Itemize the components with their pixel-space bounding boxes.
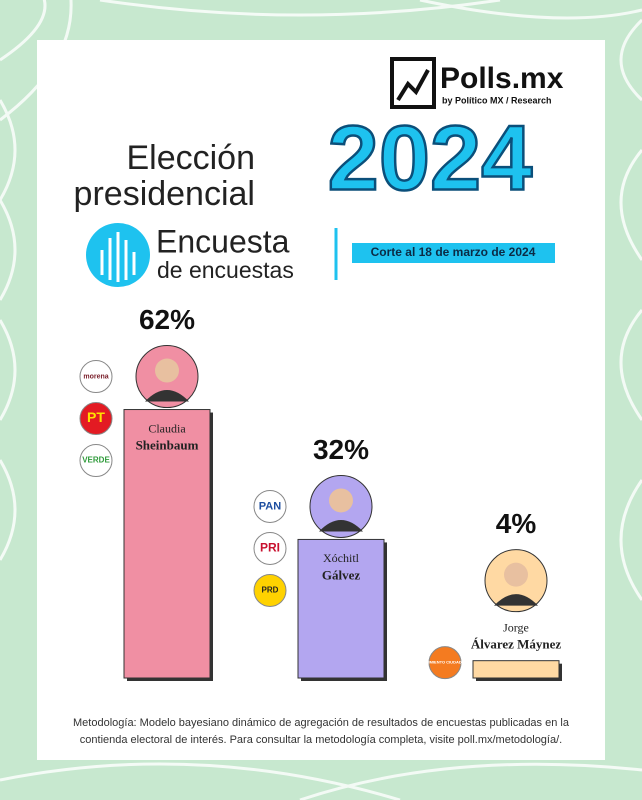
survey-icon (86, 223, 150, 287)
party-logo (428, 646, 462, 680)
photo-head (155, 358, 179, 383)
brand-name: Polls.mx (440, 62, 564, 95)
photo-body (145, 390, 189, 402)
value-label: 4% (496, 508, 537, 539)
brand-icon-line (396, 69, 430, 102)
value-label: 32% (313, 434, 369, 465)
party-name: PRI (260, 541, 280, 555)
brand-icon (390, 57, 436, 109)
title-year: 2024 (328, 107, 533, 209)
value-label: 62% (139, 304, 195, 335)
date-box (352, 243, 555, 263)
brand-logo: Polls.mx by Político MX / Research (390, 57, 564, 109)
party-name: VERDE (82, 456, 110, 465)
photo-head (504, 562, 528, 587)
party-name: PRD (262, 586, 279, 595)
subtitle-line: de encuestas (157, 257, 294, 283)
photo-body (319, 519, 363, 532)
candidate-last-name: Gálvez (322, 567, 360, 582)
subtitle-line: Encuesta (156, 223, 290, 259)
party-logo (253, 573, 287, 607)
title-line: Elección (126, 139, 255, 177)
bar (297, 538, 385, 679)
photo-body (494, 594, 538, 606)
bar (123, 409, 211, 679)
party-logo (79, 360, 113, 394)
party-name: morena (83, 373, 108, 380)
bar (472, 660, 560, 679)
methodology: Metodología: Modelo bayesiano dinámico d… (73, 717, 570, 729)
party-logo (253, 489, 287, 523)
title-line: presidencial (74, 175, 255, 213)
party-logo (253, 531, 287, 565)
date-note: Corte al 18 de marzo de 2024 (371, 245, 536, 259)
party-name: PT (87, 409, 105, 425)
party-name: PAN (259, 500, 281, 512)
brand-byline: by Político MX / Research (442, 95, 552, 105)
party-logo (79, 444, 113, 478)
party-name: MOVIMIENTO CIUDADANO (419, 660, 470, 665)
candidate-last-name: Álvarez Máynez (471, 637, 562, 652)
survey-icon-bars (100, 232, 136, 282)
photo-head (329, 488, 353, 513)
candidate-first-name: Claudia (148, 421, 186, 435)
methodology: contienda electoral de interés. Para con… (80, 734, 562, 746)
candidate-first-name: Jorge (503, 620, 529, 634)
bar-chart: Claudia Sheinbaum 62% morena PT VERDE Xóchitl G… (79, 304, 562, 681)
candidate-first-name: Xóchitl (323, 551, 360, 565)
candidate-last-name: Sheinbaum (136, 438, 199, 453)
party-logo (79, 402, 113, 436)
